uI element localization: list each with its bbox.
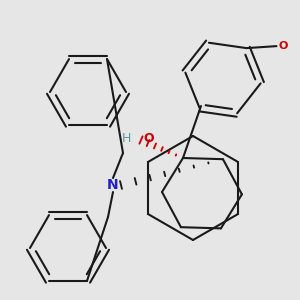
Text: H: H (122, 133, 131, 146)
Text: O: O (278, 41, 288, 51)
Text: N: N (107, 178, 119, 192)
Text: O: O (143, 133, 154, 146)
